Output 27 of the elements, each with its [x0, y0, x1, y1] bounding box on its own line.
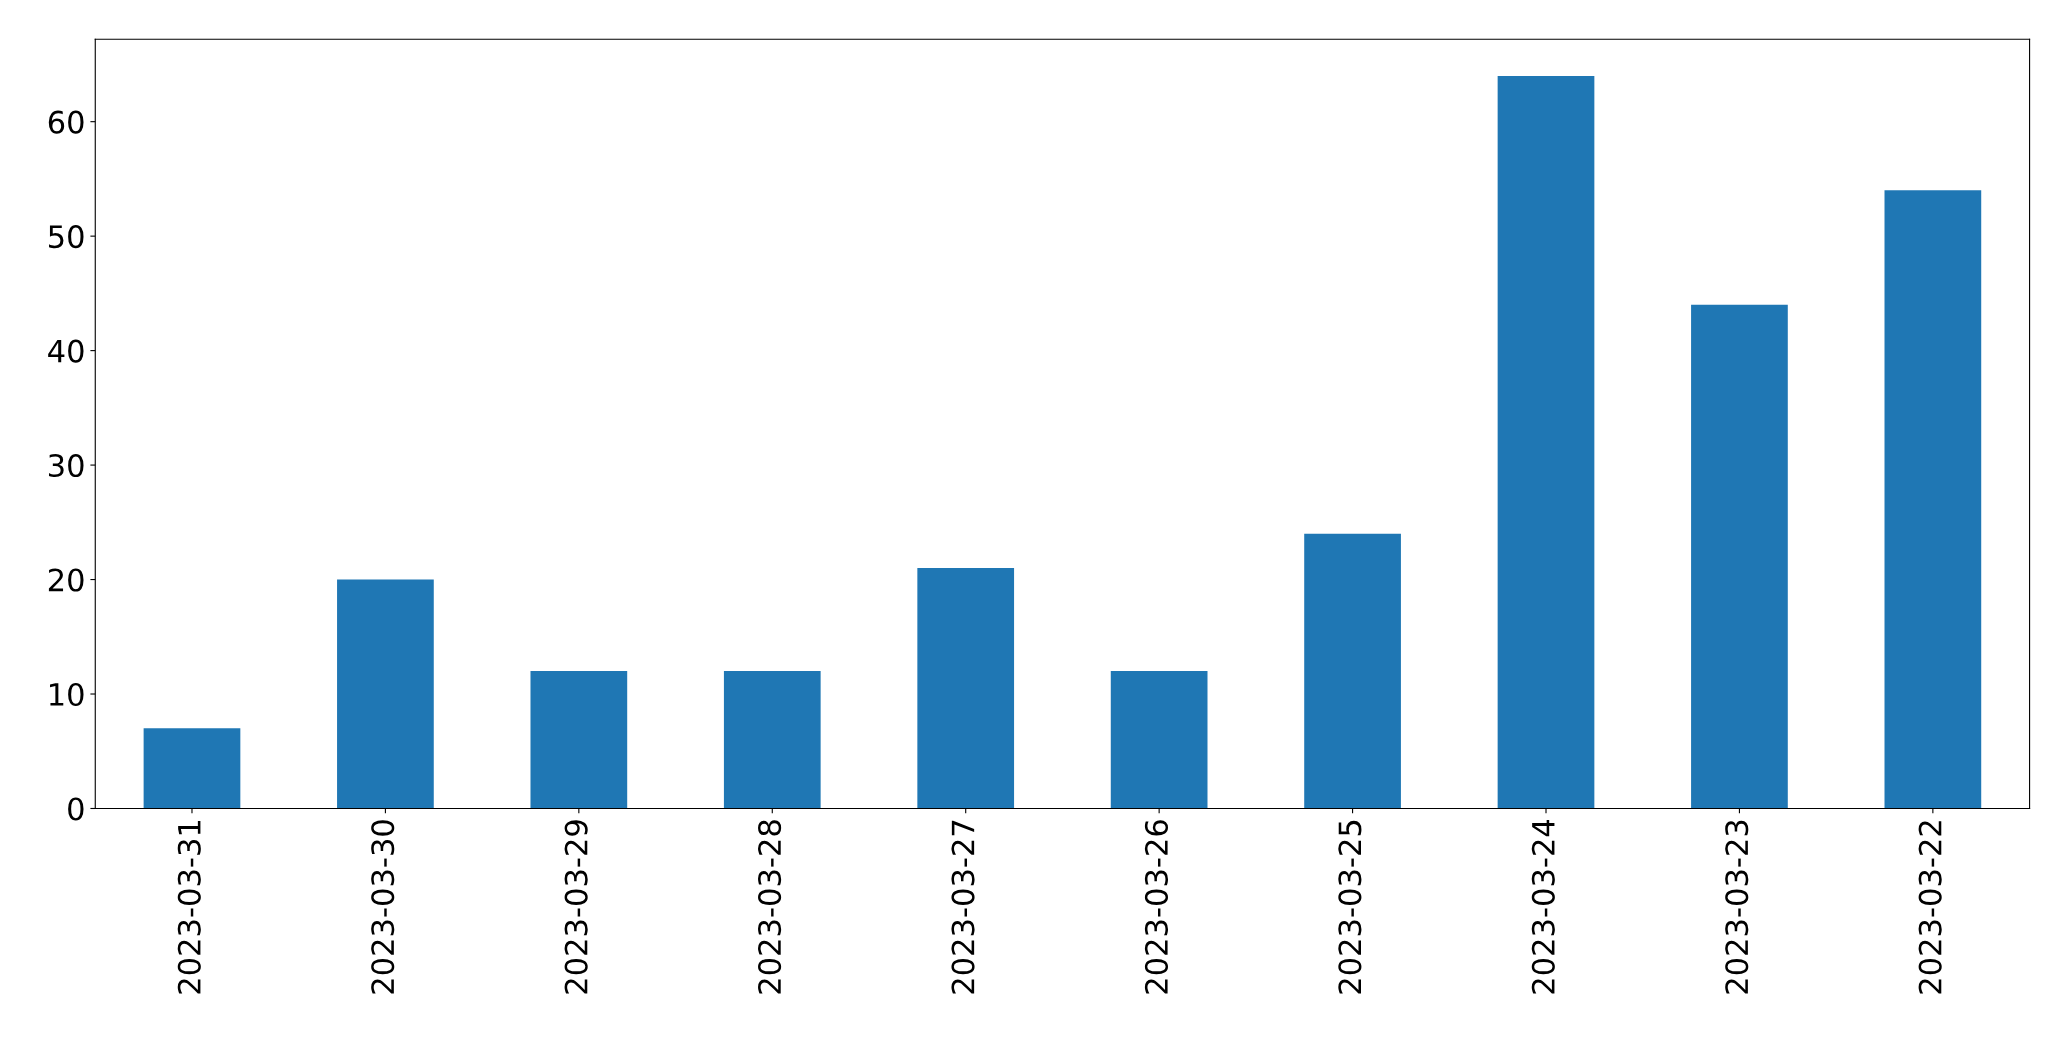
- bar: [143, 728, 241, 809]
- y-tick-label: 30: [48, 454, 84, 478]
- bar: [917, 568, 1015, 809]
- bar: [1691, 304, 1788, 809]
- x-tick-label: 2023-03-26: [1144, 820, 1168, 994]
- x-tick-label: 2023-03-27: [951, 820, 975, 994]
- x-tick-label: 2023-03-23: [1725, 820, 1749, 994]
- bar: [1110, 671, 1208, 809]
- y-tick-label: 10: [50, 682, 84, 707]
- y-tick-label: 20: [48, 568, 84, 592]
- bar: [1497, 75, 1595, 809]
- bar: [337, 579, 434, 809]
- x-tick-label: 2023-03-28: [758, 820, 782, 994]
- bar: [1884, 190, 1982, 809]
- x-tick-label: 2023-03-30: [371, 820, 395, 994]
- x-tick-label: 2023-03-31: [177, 821, 201, 994]
- y-tick-label: 40: [48, 339, 84, 363]
- x-tick-label: 2023-03-24: [1531, 819, 1555, 994]
- bar: [530, 671, 628, 809]
- y-tick-label: 60: [48, 110, 84, 134]
- x-tick-label: 2023-03-22: [1918, 821, 1942, 994]
- x-tick-label: 2023-03-29: [564, 820, 588, 994]
- bar: [723, 671, 821, 809]
- x-tick-label: 2023-03-25: [1338, 820, 1362, 994]
- bar: [1304, 533, 1401, 809]
- y-tick-label: 50: [49, 225, 84, 249]
- y-tick-label: 0: [68, 797, 84, 821]
